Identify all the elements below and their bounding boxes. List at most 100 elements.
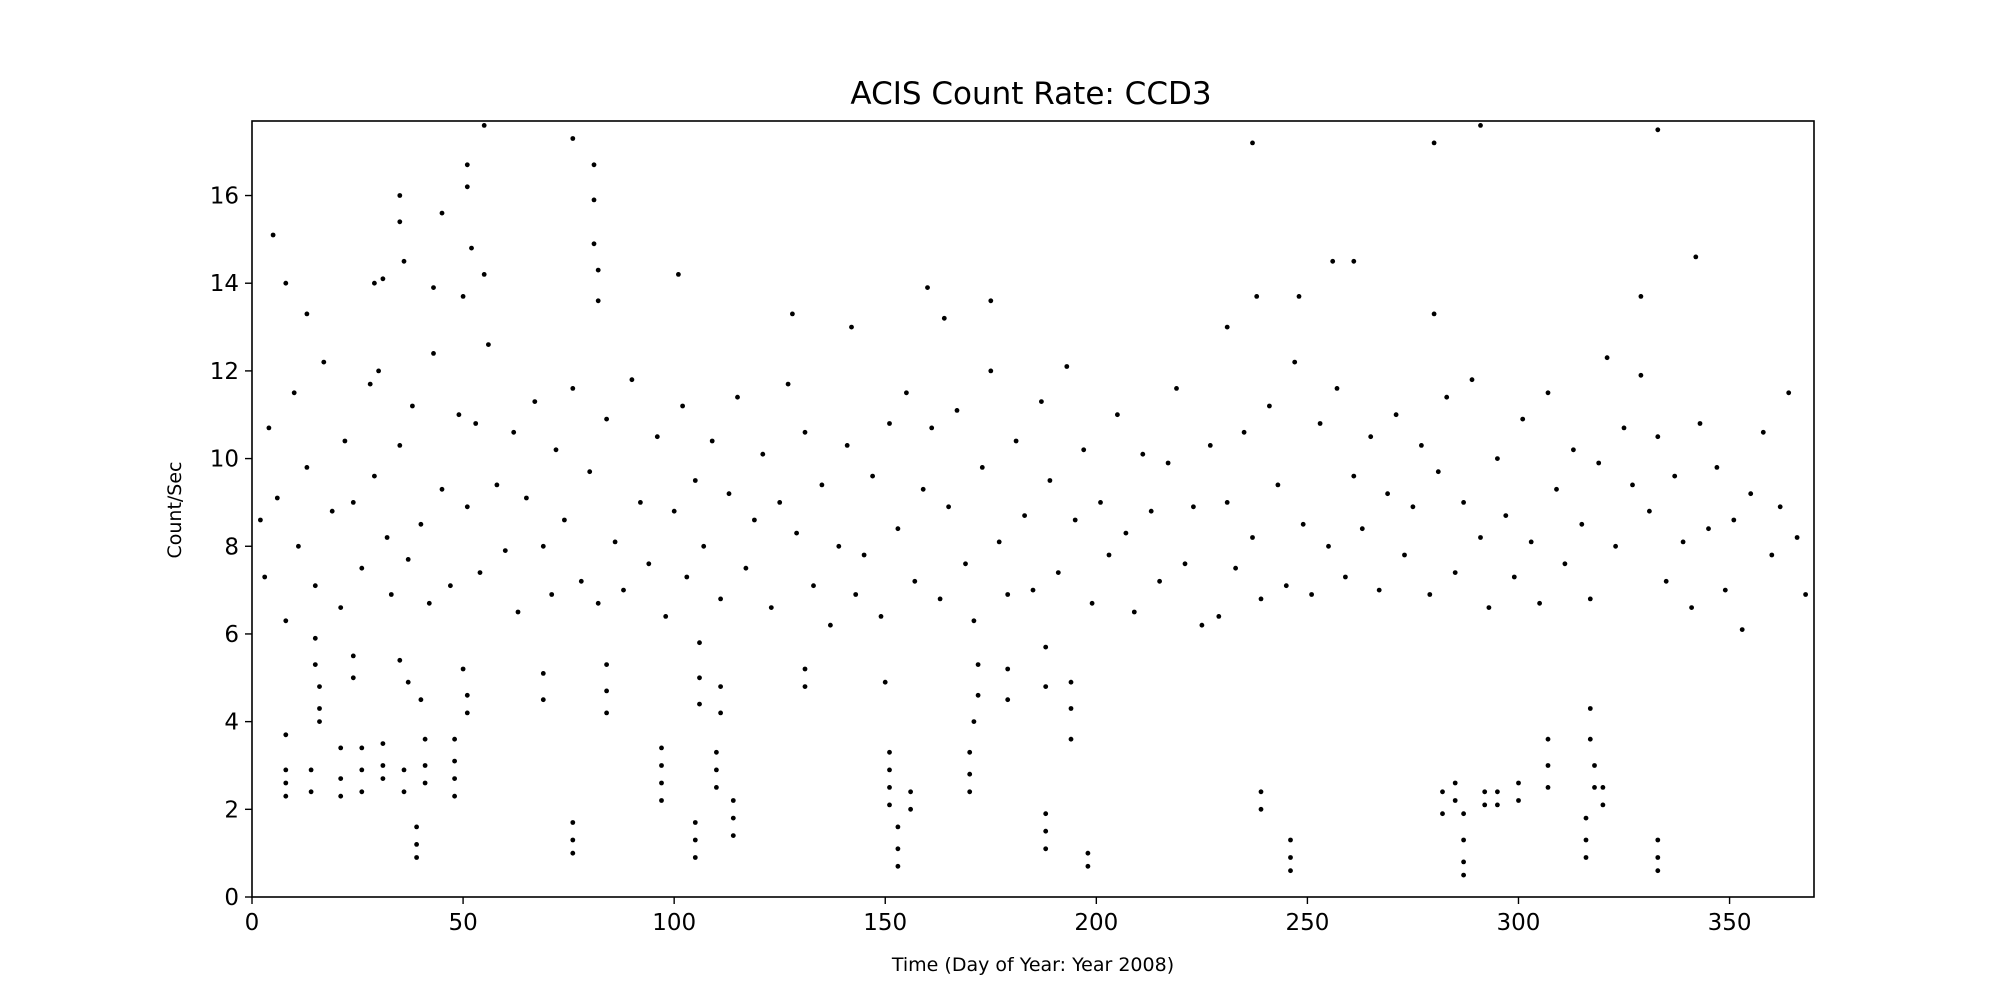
- data-point: [312, 635, 318, 641]
- data-point: [1511, 574, 1517, 580]
- data-point: [312, 662, 318, 667]
- data-point: [540, 671, 546, 676]
- data-point: [1545, 785, 1551, 790]
- x-tick-label: 150: [863, 910, 907, 936]
- data-point: [971, 618, 977, 624]
- data-point: [591, 197, 597, 203]
- data-point: [258, 517, 263, 523]
- data-point: [659, 763, 664, 768]
- data-point: [511, 429, 517, 435]
- data-point: [1592, 763, 1597, 768]
- data-point: [1089, 600, 1095, 606]
- data-point: [714, 767, 719, 773]
- data-point: [1081, 447, 1087, 453]
- data-point: [1478, 535, 1483, 540]
- data-point: [1444, 394, 1450, 400]
- data-point: [464, 692, 470, 698]
- x-tick-label: 100: [652, 910, 696, 936]
- data-point: [760, 451, 766, 457]
- y-tick-label: 10: [210, 447, 239, 473]
- data-point: [1043, 846, 1049, 852]
- data-point: [895, 846, 901, 852]
- data-point: [1503, 513, 1509, 518]
- y-tick-label: 14: [210, 271, 239, 297]
- data-point: [638, 500, 643, 505]
- y-tick-label: 16: [210, 184, 239, 210]
- data-point: [1545, 736, 1551, 742]
- data-point: [1072, 517, 1078, 523]
- data-point: [418, 697, 424, 703]
- data-point: [388, 592, 394, 597]
- data-point: [397, 193, 403, 198]
- data-point: [595, 267, 601, 273]
- data-point: [882, 679, 888, 685]
- data-point: [380, 763, 386, 768]
- data-point: [317, 706, 322, 711]
- data-point: [1516, 780, 1521, 786]
- y-tick-label: 4: [224, 710, 239, 736]
- data-point: [338, 605, 344, 610]
- data-point: [937, 596, 943, 602]
- data-point: [1351, 473, 1357, 479]
- data-point: [912, 578, 918, 584]
- data-point: [460, 666, 466, 672]
- data-point: [587, 469, 593, 475]
- data-point: [1300, 521, 1306, 527]
- data-point: [971, 719, 977, 724]
- data-point: [1064, 364, 1070, 369]
- data-point: [1655, 127, 1661, 133]
- data-point: [1693, 254, 1699, 260]
- data-point: [1043, 644, 1049, 650]
- data-point: [321, 359, 327, 365]
- data-point: [988, 368, 994, 374]
- data-point: [659, 798, 664, 803]
- data-point: [338, 776, 344, 781]
- data-point: [1055, 570, 1061, 575]
- data-point: [1043, 684, 1049, 689]
- data-point: [975, 692, 981, 698]
- data-point: [384, 535, 390, 540]
- data-point: [1250, 140, 1255, 146]
- y-axis: 0 2 4 6 8 10 12 14 16: [210, 184, 252, 911]
- data-point: [1554, 486, 1559, 492]
- data-point: [1461, 859, 1466, 865]
- data-point: [1098, 500, 1103, 505]
- data-point: [1013, 438, 1019, 444]
- data-point: [1794, 535, 1800, 540]
- data-point: [452, 758, 457, 764]
- data-point: [1592, 785, 1597, 790]
- data-point: [1647, 508, 1652, 514]
- data-point: [274, 495, 280, 501]
- data-point: [1655, 868, 1661, 874]
- data-point: [1419, 443, 1424, 448]
- data-point: [1043, 828, 1049, 834]
- data-point: [570, 136, 576, 141]
- data-point: [1427, 592, 1433, 597]
- data-point: [422, 780, 428, 786]
- data-point: [1292, 359, 1298, 365]
- data-point: [663, 614, 669, 619]
- data-point: [887, 767, 892, 773]
- data-point: [1722, 587, 1728, 593]
- data-point: [1621, 425, 1627, 431]
- data-point: [802, 666, 808, 672]
- data-point: [515, 609, 521, 615]
- data-point: [452, 793, 457, 799]
- data-point: [486, 342, 491, 347]
- data-point: [1663, 578, 1669, 584]
- data-point: [1452, 798, 1458, 803]
- data-point: [570, 386, 576, 391]
- data-point: [629, 377, 635, 383]
- data-point: [431, 351, 436, 356]
- x-tick-label: 350: [1708, 910, 1752, 936]
- data-point: [464, 162, 470, 168]
- data-point: [1022, 513, 1027, 518]
- data-point: [1085, 863, 1091, 869]
- data-point: [1604, 355, 1610, 361]
- data-point: [1495, 802, 1500, 808]
- data-point: [1528, 539, 1534, 545]
- data-point: [304, 465, 310, 470]
- data-point: [464, 504, 470, 510]
- data-point: [359, 745, 365, 751]
- data-point: [397, 443, 403, 448]
